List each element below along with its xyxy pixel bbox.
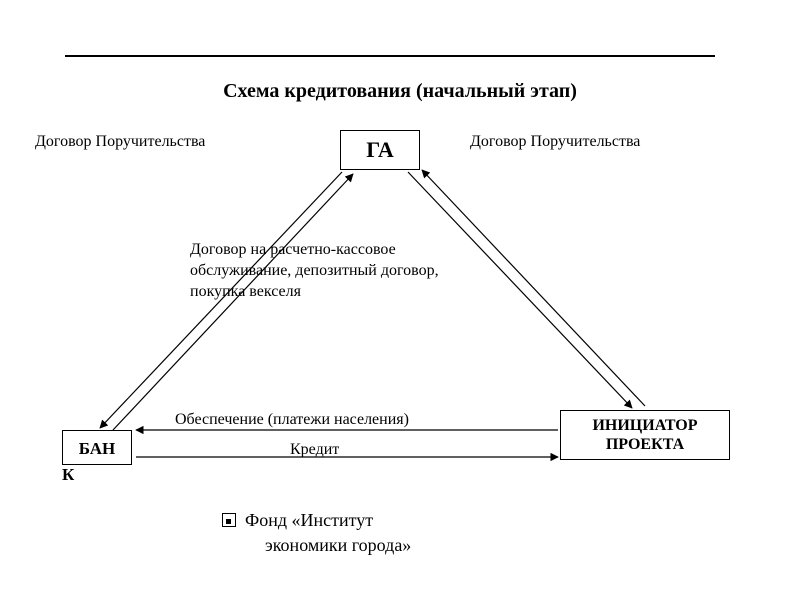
header-rule	[65, 55, 715, 57]
node-initiator-label: ИНИЦИАТОР ПРОЕКТА	[565, 416, 725, 454]
footer-logo-icon	[222, 513, 236, 527]
edge-label-left-surety: Договор Поручительства	[35, 132, 205, 153]
edge-label-credit: Кредит	[290, 440, 339, 461]
footer-line1: Фонд «Институт	[245, 510, 373, 531]
edge-label-service-agreement: Договор на расчетно-кассовое обслуживани…	[190, 240, 450, 302]
node-ga-label: ГА	[366, 137, 394, 163]
diagram-canvas: Схема кредитования (начальный этап) ГА Б…	[0, 0, 800, 600]
footer-line2: экономики города»	[265, 535, 411, 556]
diagram-title: Схема кредитования (начальный этап)	[0, 80, 800, 103]
node-bank: БАН	[62, 430, 132, 465]
edge-label-security: Обеспечение (платежи населения)	[175, 410, 409, 431]
node-initiator: ИНИЦИАТОР ПРОЕКТА	[560, 410, 730, 460]
node-ga: ГА	[340, 130, 420, 170]
node-bank-label: БАН	[79, 439, 116, 459]
edge-label-right-surety: Договор Поручительства	[470, 132, 640, 153]
node-bank-overflow: К	[62, 465, 74, 485]
